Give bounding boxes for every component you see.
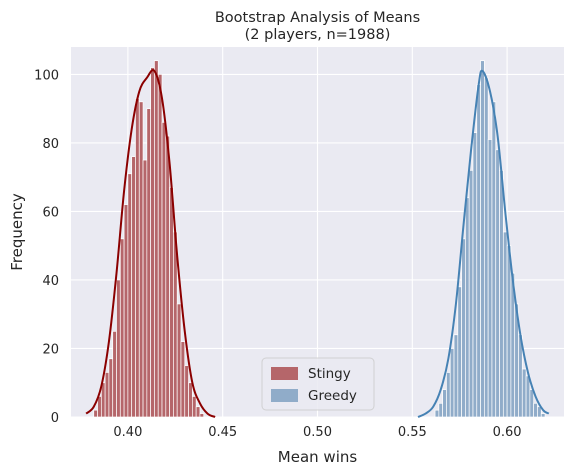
x-axis-label: Mean wins <box>278 448 358 466</box>
histogram-bar <box>166 136 170 417</box>
histogram-bar <box>503 232 507 417</box>
histogram-bar <box>143 160 147 417</box>
y-tick-label: 20 <box>42 342 59 357</box>
x-tick-label: 0.40 <box>113 425 142 440</box>
histogram-bar <box>458 287 462 417</box>
histogram-bar <box>147 109 151 417</box>
histogram-bar <box>120 239 124 417</box>
x-tick-label: 0.60 <box>493 425 522 440</box>
histogram-bar <box>439 403 443 417</box>
histogram-bar <box>465 198 469 417</box>
histogram-bar <box>534 403 538 417</box>
histogram-bar <box>496 150 500 417</box>
histogram-bar <box>454 335 458 417</box>
histogram-bar <box>541 414 545 417</box>
x-tick-label: 0.50 <box>303 425 332 440</box>
histogram-bar <box>450 348 454 417</box>
histogram-bar <box>151 68 155 417</box>
x-tick-label: 0.45 <box>208 425 237 440</box>
histogram-bar <box>158 74 162 417</box>
histogram-bar <box>132 157 136 417</box>
histogram-bar <box>446 372 450 417</box>
histogram-bar <box>522 369 526 417</box>
histogram-bar <box>94 410 98 417</box>
histogram-bar <box>507 246 511 417</box>
histogram-bar <box>177 304 181 417</box>
histogram-bar <box>443 390 447 417</box>
histogram-bar <box>189 383 193 417</box>
histogram-bar <box>109 359 113 417</box>
histogram-bar <box>469 170 473 417</box>
histogram-bar <box>181 342 185 417</box>
legend-label: Greedy <box>308 388 357 404</box>
histogram-bar <box>200 414 204 417</box>
histogram-bar <box>477 85 481 417</box>
histogram-bar <box>526 376 530 417</box>
histogram-bar <box>128 174 132 417</box>
histogram-bar <box>192 396 196 417</box>
y-tick-label: 60 <box>42 205 59 220</box>
histogram-bar <box>462 239 466 417</box>
histogram-bar <box>435 410 439 417</box>
x-tick-label: 0.55 <box>398 425 427 440</box>
y-tick-labels: 0 20 40 60 80 100 <box>34 68 59 426</box>
histogram-bar <box>170 187 174 417</box>
histogram-bar <box>139 102 143 417</box>
histogram-bar <box>530 390 534 417</box>
histogram-bar <box>124 205 128 417</box>
legend: Stingy Greedy <box>262 358 374 410</box>
legend-swatch <box>271 367 298 380</box>
y-axis-label: Frequency <box>8 193 26 271</box>
x-tick-labels: 0.40 0.45 0.50 0.55 0.60 <box>113 425 521 440</box>
y-tick-label: 40 <box>42 274 59 289</box>
histogram-bar <box>492 102 496 417</box>
histogram-bar <box>488 140 492 418</box>
histogram-bar <box>135 98 139 417</box>
histogram-bar <box>500 170 504 417</box>
histogram-bar <box>105 372 109 417</box>
histogram-bar <box>481 61 485 417</box>
legend-label: Stingy <box>308 366 351 382</box>
y-tick-label: 0 <box>51 411 59 426</box>
chart-title: Bootstrap Analysis of Means <box>215 10 420 26</box>
histogram-bar <box>113 331 117 417</box>
y-tick-label: 80 <box>42 137 59 152</box>
histogram-bar <box>196 407 200 417</box>
chart-subtitle: (2 players, n=1988) <box>245 27 391 43</box>
histogram-bar <box>154 61 158 417</box>
histogram-bar <box>473 133 477 417</box>
histogram-bar <box>484 78 488 417</box>
histogram-bar <box>162 122 166 417</box>
histogram-bar <box>117 280 121 417</box>
legend-swatch <box>271 389 298 402</box>
y-tick-label: 100 <box>34 68 59 83</box>
histogram-bar <box>185 366 189 417</box>
